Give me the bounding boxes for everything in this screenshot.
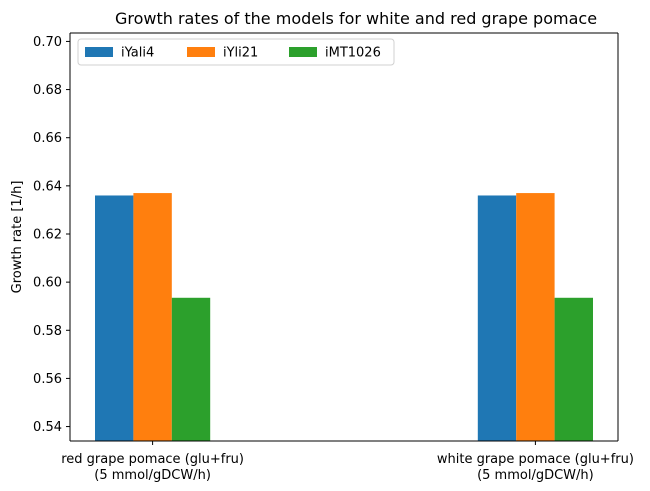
legend: iYali4 iYli21 iMT1026 xyxy=(77,38,395,66)
bar-imt1026-1 xyxy=(554,297,593,441)
legend-swatch-iyali4 xyxy=(85,47,113,57)
legend-label-imt1026: iMT1026 xyxy=(325,46,381,61)
y-tick-label: 0.68 xyxy=(33,83,62,98)
bar-iyali4-1 xyxy=(477,195,517,441)
legend-label-iyli21: iYli21 xyxy=(223,46,258,61)
y-tick-label: 0.64 xyxy=(33,179,62,194)
legend-box xyxy=(77,38,395,66)
bar-iyli21-1 xyxy=(516,193,555,441)
y-tick-label: 0.54 xyxy=(33,420,62,435)
y-tick-label: 0.58 xyxy=(33,324,62,339)
y-tick-label: 0.60 xyxy=(33,276,62,291)
y-tick-label: 0.56 xyxy=(33,372,62,387)
legend-label-iyali4: iYali4 xyxy=(121,46,154,61)
y-tick-label: 0.62 xyxy=(33,227,62,242)
bar-iyali4-0 xyxy=(95,195,134,441)
x-tick-label: red grape pomace (glu+fru) xyxy=(61,452,244,467)
y-tick-label: 0.66 xyxy=(33,131,62,146)
bar-iyli21-0 xyxy=(133,193,172,441)
y-axis-label: Growth rate [1/h] xyxy=(10,181,25,294)
legend-swatch-iyli21 xyxy=(187,47,215,57)
x-tick-label: (5 mmol/gDCW/h) xyxy=(94,468,211,483)
legend-swatch-imt1026 xyxy=(289,47,317,57)
y-tick-label: 0.70 xyxy=(33,35,62,50)
chart-title: Growth rates of the models for white and… xyxy=(115,9,597,28)
bar-imt1026-0 xyxy=(171,297,211,441)
x-tick-label: (5 mmol/gDCW/h) xyxy=(477,468,594,483)
x-tick-label: white grape pomace (glu+fru) xyxy=(437,452,634,467)
